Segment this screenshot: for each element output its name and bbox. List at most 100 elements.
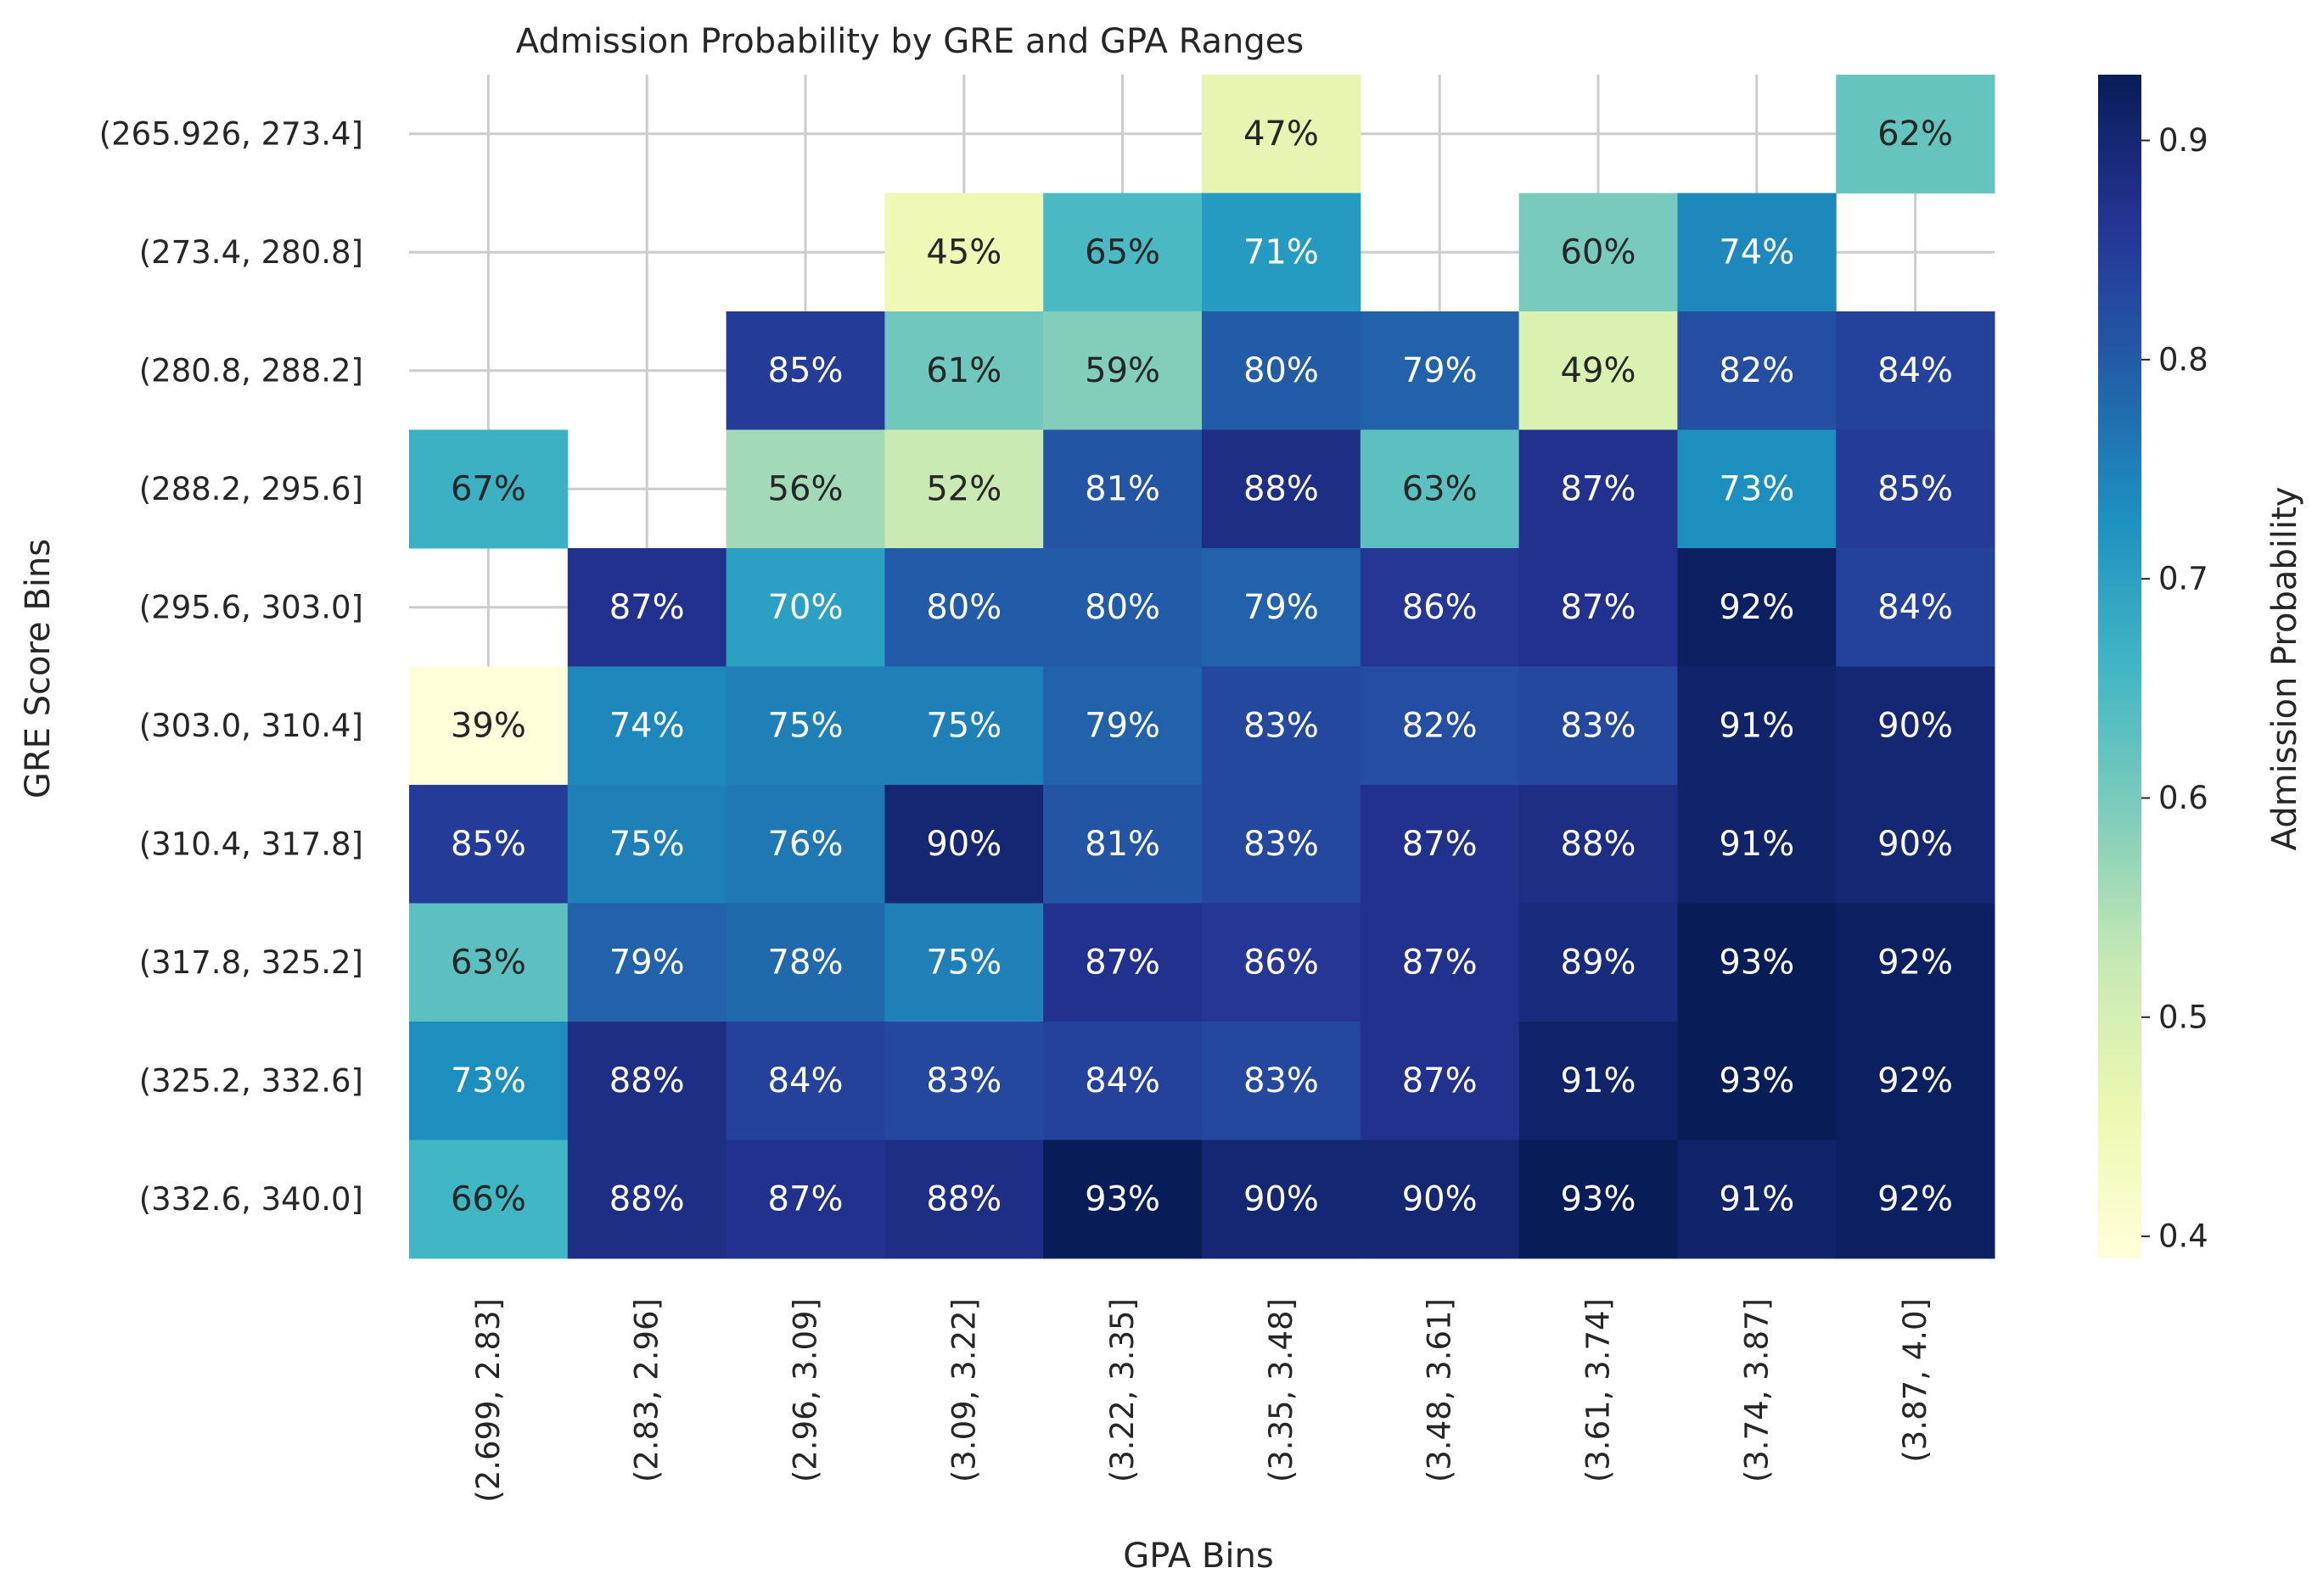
heatmap-cell — [884, 1022, 1044, 1140]
heatmap-cell — [1043, 666, 1203, 786]
cell-value-label: 83% — [1243, 1061, 1319, 1100]
cell-value-label: 90% — [926, 825, 1002, 864]
cell-value-label: 75% — [609, 825, 685, 864]
cell-value-label: 82% — [1719, 351, 1794, 390]
cell-value-label: 65% — [1085, 232, 1160, 272]
heatmap-cell — [1677, 666, 1837, 786]
cell-value-label: 75% — [768, 706, 844, 745]
cell-value-label: 91% — [1719, 825, 1794, 864]
heatmap-cell — [1202, 429, 1361, 549]
cell-value-label: 76% — [768, 825, 844, 864]
heatmap-cell — [1836, 785, 1995, 904]
heatmap-cell — [1202, 903, 1361, 1022]
heatmap-cell — [1043, 429, 1203, 549]
cell-value-label: 83% — [1243, 706, 1319, 745]
cell-value-label: 91% — [1719, 706, 1794, 745]
x-tick-label: (3.87, 4.0] — [1897, 1298, 1933, 1463]
heatmap-cell — [1677, 311, 1837, 430]
heatmap-cell — [1202, 666, 1361, 786]
y-axis-tick-labels: (265.926, 273.4] (273.4, 280.8] (280.8, 28… — [99, 115, 363, 1218]
cell-value-label: 93% — [1085, 1179, 1160, 1218]
heatmap-cell — [1360, 1140, 1520, 1259]
cell-value-label: 74% — [1719, 232, 1794, 272]
heatmap-cell — [1202, 548, 1361, 667]
cell-value-label: 92% — [1877, 1061, 1953, 1100]
heatmap-cell — [1836, 903, 1995, 1022]
heatmap-cell — [1836, 429, 1995, 549]
cell-value-label: 70% — [768, 588, 844, 627]
cell-value-label: 81% — [1085, 825, 1160, 864]
heatmap-cell — [1677, 1140, 1837, 1259]
y-tick-label: (280.8, 288.2] — [139, 352, 363, 389]
cell-value-label: 80% — [926, 588, 1002, 627]
cell-value-label: 93% — [1719, 943, 1794, 982]
cell-value-label: 87% — [1561, 588, 1636, 627]
cell-value-label: 92% — [1877, 943, 1953, 982]
cell-value-label: 87% — [1402, 943, 1478, 982]
heatmap-cell — [726, 311, 885, 430]
cell-value-label: 90% — [1877, 825, 1953, 864]
cell-value-label: 87% — [1402, 825, 1478, 864]
cell-value-label: 63% — [451, 943, 526, 982]
heatmap-cell — [567, 666, 727, 786]
cell-value-label: 88% — [926, 1179, 1002, 1218]
heatmap-cell — [884, 429, 1044, 549]
cell-value-label: 85% — [1877, 469, 1953, 508]
cell-value-label: 90% — [1877, 706, 1953, 745]
cell-value-label: 84% — [1877, 588, 1953, 627]
x-tick-label: (3.48, 3.61] — [1422, 1298, 1458, 1482]
cell-value-label: 89% — [1561, 943, 1636, 982]
cell-value-label: 79% — [1402, 351, 1478, 390]
heatmap-cell — [567, 1022, 727, 1140]
cell-value-label: 60% — [1561, 232, 1636, 272]
cell-value-label: 80% — [1243, 351, 1319, 390]
heatmap-cell — [884, 666, 1044, 786]
cell-value-label: 62% — [1877, 115, 1953, 154]
colorbar-tick-label: 0.8 — [2158, 341, 2208, 378]
cell-value-label: 92% — [1877, 1179, 1953, 1218]
heatmap-cell — [726, 903, 885, 1022]
cell-value-label: 52% — [926, 469, 1002, 508]
cell-value-label: 78% — [768, 943, 844, 982]
heatmap-cell — [1518, 548, 1678, 667]
cell-value-label: 45% — [926, 232, 1002, 272]
y-tick-label: (273.4, 280.8] — [139, 234, 363, 271]
colorbar-tick-label: 0.7 — [2158, 561, 2208, 597]
heatmap-cell — [1360, 1022, 1520, 1140]
cell-value-label: 93% — [1561, 1179, 1636, 1218]
heatmap-cell — [1043, 903, 1203, 1022]
heatmap-cell — [1518, 1140, 1678, 1259]
y-axis-label: GRE Score Bins — [19, 539, 58, 798]
heatmap-cell — [726, 1140, 885, 1259]
heatmap-cell — [1202, 311, 1361, 430]
cell-value-label: 86% — [1243, 943, 1319, 982]
heatmap-cell — [1043, 548, 1203, 667]
cell-value-label: 73% — [1719, 469, 1794, 508]
colorbar-tick-label: 0.6 — [2158, 780, 2208, 816]
x-tick-label: (3.35, 3.48] — [1263, 1298, 1299, 1482]
heatmap-cell — [1677, 903, 1837, 1022]
heatmap-cell — [1677, 1022, 1837, 1140]
cell-value-label: 83% — [1561, 706, 1636, 745]
heatmap-cell — [1360, 311, 1520, 430]
cell-value-label: 47% — [1243, 115, 1319, 154]
heatmap-cell — [1518, 193, 1678, 312]
heatmap-cell — [1677, 548, 1837, 667]
heatmap-cell — [884, 311, 1044, 430]
cell-value-label: 88% — [1561, 825, 1636, 864]
cell-value-label: 88% — [1243, 469, 1319, 508]
cell-value-label: 87% — [768, 1179, 844, 1218]
heatmap-cell — [1518, 903, 1678, 1022]
heatmap-cell — [409, 666, 569, 786]
heatmap-cell — [884, 193, 1044, 312]
cell-value-label: 93% — [1719, 1061, 1794, 1100]
cell-value-label: 84% — [1877, 351, 1953, 390]
cell-value-label: 39% — [451, 706, 526, 745]
x-tick-label: (3.61, 3.74] — [1580, 1298, 1617, 1482]
colorbar-tick-label: 0.9 — [2158, 122, 2208, 159]
heatmap-cell — [1043, 1140, 1203, 1259]
cell-value-label: 91% — [1561, 1061, 1636, 1100]
y-tick-label: (295.6, 303.0] — [139, 589, 363, 625]
heatmap-cell — [1043, 193, 1203, 312]
